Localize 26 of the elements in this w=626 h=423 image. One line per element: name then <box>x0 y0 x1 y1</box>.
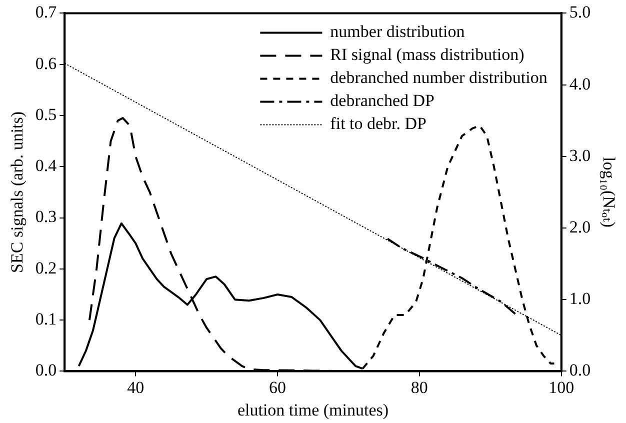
x-tick-label: 80 <box>410 378 428 397</box>
y-tick-label: 0.0 <box>35 360 57 380</box>
y-tick-label: 0.7 <box>35 2 58 22</box>
x-axis-title: elution time (minutes) <box>237 400 389 420</box>
legend-label: number distribution <box>330 22 466 42</box>
legend-label: RI signal (mass distribution) <box>330 45 524 64</box>
legend-label: debranched DP <box>330 91 435 110</box>
y-tick-label: 0.6 <box>35 54 57 73</box>
y2-tick-label: 5.0 <box>569 2 591 22</box>
y2-tick-label: 1.0 <box>569 289 591 308</box>
y2-tick-label: 3.0 <box>569 146 591 165</box>
y-tick-label: 0.4 <box>35 156 58 176</box>
x-tick-label: 100 <box>548 378 574 397</box>
y2-tick-label: 0.0 <box>569 360 591 380</box>
y-tick-label: 0.2 <box>35 258 57 278</box>
y2-tick-label: 2.0 <box>569 217 591 236</box>
y-tick-label: 0.5 <box>35 104 57 124</box>
y-tick-label: 0.1 <box>35 310 57 329</box>
y-tick-label: 0.3 <box>35 207 57 226</box>
legend-label: fit to debr. DP <box>330 114 427 134</box>
y2-axis-title: log₁₀(Nₜₒₜ) <box>599 156 618 228</box>
y-axis-title: SEC signals (arb. units) <box>8 111 27 273</box>
x-tick-label: 60 <box>269 378 286 397</box>
legend-label: debranched number distribution <box>330 68 548 88</box>
x-tick-label: 40 <box>127 378 144 397</box>
y2-tick-label: 4.0 <box>569 74 591 94</box>
